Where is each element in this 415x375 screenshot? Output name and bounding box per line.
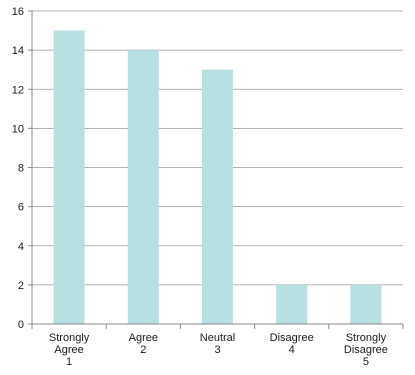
y-tick-label: 6	[18, 202, 24, 214]
y-tick-label: 10	[12, 123, 24, 135]
x-tick-label-line: Strongly	[49, 332, 90, 344]
x-tick-label: Strongly Disagree 5	[344, 332, 388, 368]
x-tick-label-line: Agree	[54, 344, 83, 356]
bar	[53, 30, 85, 324]
y-tick-label: 8	[18, 163, 24, 175]
x-tick-label-line: Disagree	[270, 332, 314, 344]
bar	[127, 50, 159, 324]
x-tick-label-line: 1	[66, 356, 72, 368]
y-tick-label: 4	[18, 241, 24, 253]
bar	[276, 284, 308, 324]
bar	[202, 69, 233, 324]
x-tick-label-line: Neutral	[200, 332, 235, 344]
x-tick-label-line: Disagree	[344, 344, 388, 356]
x-tick-label-line: 4	[289, 344, 295, 356]
x-tick-label: Disagree 4	[270, 332, 314, 356]
x-tick-label: Neutral 3	[200, 332, 235, 356]
y-tick-label: 16	[12, 6, 24, 18]
y-tick-label: 12	[12, 84, 24, 96]
bar	[350, 284, 382, 324]
bars	[53, 30, 382, 324]
x-tick-label: Agree 2	[129, 332, 158, 356]
y-tick-label: 2	[18, 280, 24, 292]
x-tick-label-line: Agree	[129, 332, 158, 344]
x-tick-label-line: 5	[363, 356, 369, 368]
x-tick-label-line: Strongly	[346, 332, 387, 344]
x-tick-label-line: 3	[214, 344, 220, 356]
x-tick-label-line: 2	[140, 344, 146, 356]
x-tick-label: Strongly Agree 1	[49, 332, 90, 368]
axes	[28, 10, 404, 329]
y-tick-labels: 0 2 4 6 8 10 12 14 16	[12, 6, 24, 331]
y-tick-label: 14	[12, 45, 24, 57]
y-tick-label: 0	[18, 319, 24, 331]
